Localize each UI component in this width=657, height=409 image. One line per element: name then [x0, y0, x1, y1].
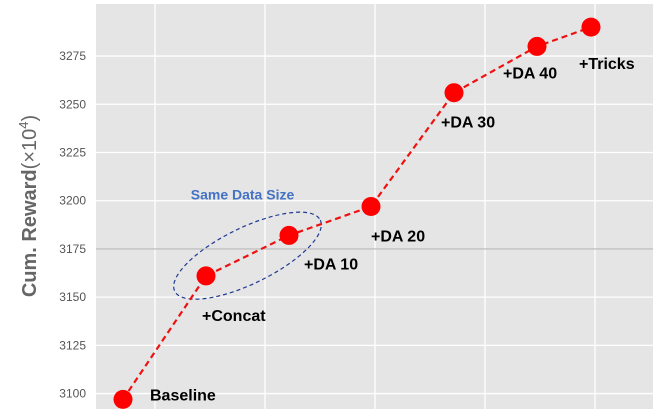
- y-tick-label-3125: 3125: [59, 338, 86, 352]
- marker-da-10: [279, 225, 299, 245]
- marker-da-30: [444, 83, 464, 103]
- y-tick-label-3250: 3250: [59, 97, 86, 111]
- marker-da-20: [361, 197, 381, 216]
- point-label-da-20: +DA 20: [371, 229, 425, 246]
- y-tick-label-3200: 3200: [59, 194, 86, 208]
- marker-tricks: [581, 17, 601, 37]
- y-axis-ticks: 3100 3125 3150 3175 3200 3225 3250 3275: [59, 49, 86, 401]
- y-axis-label-unit-prefix: (×10: [19, 129, 41, 170]
- point-label-da-10: +DA 10: [304, 256, 358, 273]
- marker-da-40: [527, 36, 547, 56]
- series-markers: [113, 17, 601, 409]
- point-label-da-40: +DA 40: [503, 65, 557, 82]
- y-axis-label-unit-suffix: ): [19, 115, 41, 122]
- y-tick-label-3275: 3275: [59, 49, 86, 63]
- point-label-da-30: +DA 30: [441, 115, 495, 132]
- same-data-size-label: Same Data Size: [191, 187, 295, 203]
- point-labels: Baseline +Concat +DA 10 +DA 20 +DA 30 +DA 40 +…: [150, 56, 635, 404]
- y-axis-label: Cum. Reward(×104): [16, 115, 41, 297]
- y-tick-label-3150: 3150: [59, 290, 86, 304]
- y-axis-label-unit-exponent: 4: [16, 122, 31, 129]
- marker-baseline: [113, 389, 133, 409]
- y-axis-label-main: Cum. Reward: [19, 169, 41, 297]
- point-label-baseline: Baseline: [150, 387, 216, 404]
- point-label-tricks: +Tricks: [579, 56, 635, 73]
- y-tick-label-3225: 3225: [59, 146, 86, 160]
- point-label-concat: +Concat: [202, 308, 266, 325]
- y-tick-label-3100: 3100: [59, 387, 86, 401]
- y-tick-label-3175: 3175: [59, 242, 86, 256]
- marker-concat: [196, 266, 216, 286]
